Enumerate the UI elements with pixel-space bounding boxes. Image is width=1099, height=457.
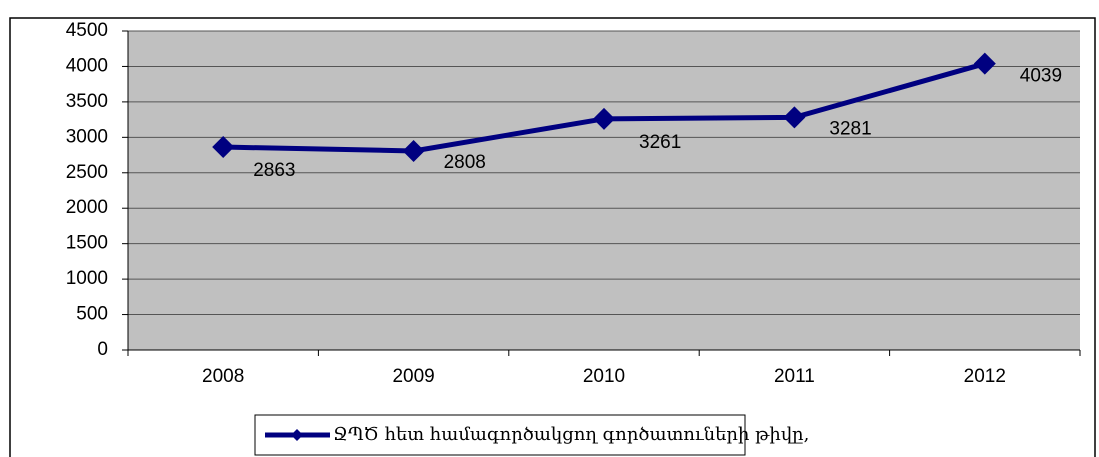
- y-tick-label: 1500: [66, 233, 108, 254]
- data-label: 2808: [444, 152, 486, 173]
- y-tick-label: 3000: [66, 126, 108, 147]
- y-tick-label: 3500: [66, 91, 108, 112]
- marker: [212, 136, 235, 159]
- data-label: 3261: [639, 132, 681, 153]
- y-tick-label: 500: [76, 304, 108, 325]
- data-label: 2863: [253, 160, 295, 181]
- x-tick-label: 2008: [202, 366, 244, 387]
- x-tick-label: 2009: [392, 366, 434, 387]
- y-tick-label: 4000: [66, 55, 108, 76]
- marker: [402, 139, 425, 162]
- marker: [593, 107, 615, 130]
- x-tick-label: 2011: [774, 366, 815, 387]
- y-tick-label: 2000: [66, 197, 108, 218]
- marker: [973, 52, 996, 75]
- data-label: 3281: [829, 118, 871, 139]
- x-tick-label: 2012: [964, 366, 1006, 387]
- legend-label: ՋՊԾ հետ համագործակցող գործատուների թիվը,: [333, 424, 809, 445]
- y-tick-label: 0: [97, 339, 108, 360]
- legend-box: [254, 414, 746, 456]
- y-tick-label: 2500: [66, 162, 108, 183]
- legend-marker: [291, 429, 303, 441]
- y-tick-label: 1000: [66, 268, 108, 289]
- x-tick-label: 2010: [583, 366, 625, 387]
- marker: [783, 106, 806, 129]
- y-tick-label: 4500: [66, 20, 108, 41]
- data-label: 4039: [1020, 66, 1062, 87]
